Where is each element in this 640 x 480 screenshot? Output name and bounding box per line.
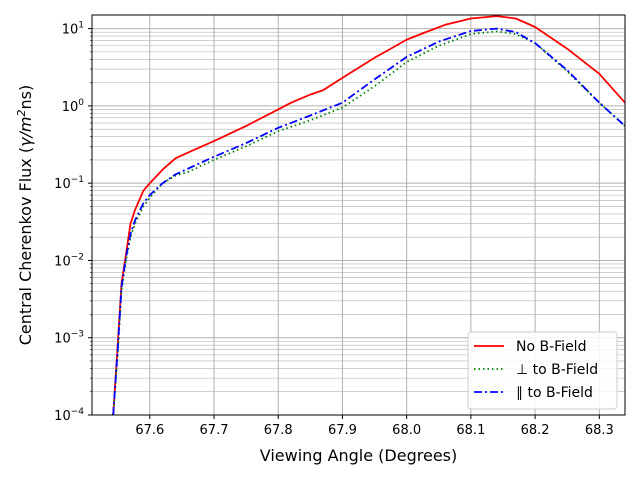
y-axis-label-part-4: ns) — [16, 85, 35, 110]
y-tick-label: 10−3 — [54, 330, 84, 347]
series-group — [112, 15, 625, 415]
x-tick-label: 67.7 — [200, 423, 229, 438]
x-tick-label: 68.2 — [521, 423, 550, 438]
y-tick-label: 100 — [62, 98, 85, 115]
y-axis-label-part-3: 2 — [15, 109, 28, 116]
grid — [92, 15, 625, 416]
y-tick-label: 10−2 — [54, 252, 84, 269]
plot-frame — [91, 14, 626, 416]
series-line-3 — [112, 27, 625, 415]
series-line-2 — [112, 30, 625, 415]
y-tick-exponent: −2 — [71, 252, 84, 262]
y-tick-exponent: −1 — [71, 175, 84, 185]
y-tick-label: 10−1 — [54, 175, 84, 192]
y-axis-label: Central Cherenkov Flux (γ/m2ns) — [15, 85, 35, 346]
x-tick-label: 68.0 — [392, 423, 421, 438]
x-axis-label: Viewing Angle (Degrees) — [260, 446, 457, 465]
legend-box — [467, 331, 618, 410]
y-axis-label-part-1: Central Cherenkov Flux ( — [16, 147, 35, 345]
legend-entry-label: No B-Field — [516, 339, 586, 355]
y-tick-base: 10 — [54, 177, 71, 192]
y-tick-exponent: 0 — [78, 98, 84, 108]
legend-entry-label: ∥ to B-Field — [516, 385, 593, 401]
y-tick-label: 10−4 — [54, 407, 84, 424]
x-tick-label: 68.3 — [585, 423, 614, 438]
y-tick-base: 10 — [54, 254, 71, 269]
y-axis-label-part-2: γ/m — [16, 116, 35, 146]
y-tick-base: 10 — [62, 100, 79, 115]
series-line-1 — [112, 15, 625, 415]
y-tick-base: 10 — [54, 409, 71, 424]
y-tick-base: 10 — [62, 23, 79, 38]
y-tick-label: 101 — [62, 21, 84, 38]
x-tick-label: 67.6 — [135, 423, 164, 438]
y-tick-exponent: 1 — [78, 21, 84, 31]
y-tick-exponent: −4 — [71, 407, 85, 417]
x-tick-label: 67.8 — [264, 423, 293, 438]
legend: No B-Field ⊥ to B-Field ∥ to B-Field — [467, 331, 618, 410]
y-tick-exponent: −3 — [71, 330, 84, 340]
x-tick-label: 68.1 — [456, 423, 485, 438]
legend-entry-label: ⊥ to B-Field — [516, 362, 598, 378]
y-tick-base: 10 — [54, 332, 71, 347]
x-tick-label: 67.9 — [328, 423, 357, 438]
x-axis: 67.6 67.7 67.8 67.9 68.0 68.1 68.2 68.3 — [135, 415, 614, 438]
